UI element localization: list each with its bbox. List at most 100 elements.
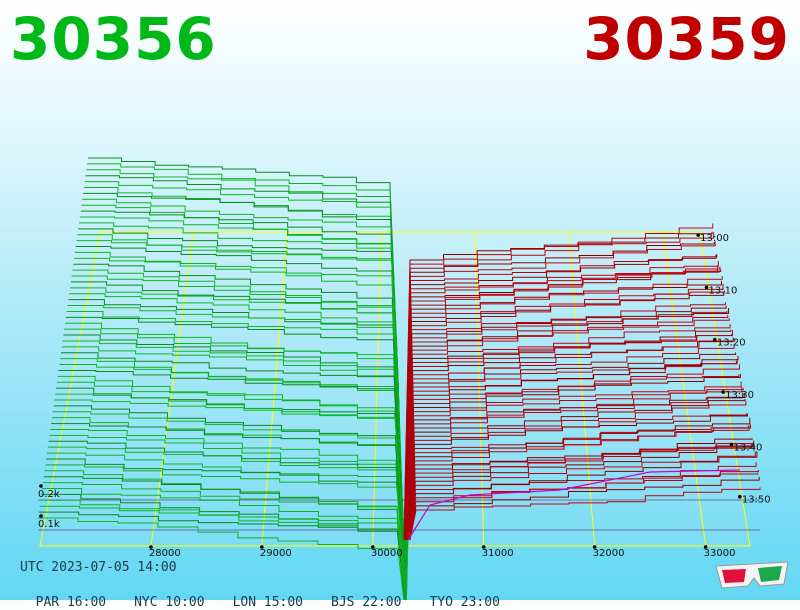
- zone-lon: LON 15:00: [232, 595, 304, 610]
- ask-depth-line: [404, 268, 722, 541]
- bid-depth-line: [64, 328, 405, 537]
- zone-nyc: NYC 10:00: [134, 595, 205, 610]
- z-tick-label: 13:20: [717, 338, 746, 349]
- bid-depth-line: [71, 275, 404, 537]
- bid-depth-line: [86, 169, 401, 537]
- x-tick-label: 29000: [260, 548, 292, 559]
- ask-depth-line: [407, 398, 746, 541]
- ask-depth-line: [404, 280, 722, 541]
- zone-par: PAR 16:00: [35, 595, 107, 610]
- bid-depth-line: [79, 216, 402, 537]
- y-tick-label: 0.1k: [38, 519, 60, 530]
- bid-depth-line: [40, 499, 409, 600]
- bid-depth-line: [85, 175, 401, 537]
- z-tick-dot: [713, 337, 717, 342]
- bid-depth-line: [56, 381, 406, 537]
- ask-depth-line: [407, 373, 741, 541]
- ask-depth-line: [405, 308, 730, 541]
- bid-depth-line: [78, 228, 403, 537]
- bid-depth-line: [65, 316, 405, 537]
- ask-depth-line: [406, 364, 741, 541]
- ask-depth-line: [406, 339, 736, 541]
- z-tick-dot: [704, 285, 709, 290]
- bid-depth-line: [51, 423, 407, 556]
- x-tick-label: 33000: [704, 548, 736, 559]
- z-tick-label: 13:50: [742, 495, 771, 506]
- 3d-glasses-icon[interactable]: [712, 558, 792, 592]
- ask-depth-line: [405, 318, 730, 541]
- ask-depth-line: [405, 315, 729, 541]
- ask-depth-line: [403, 254, 717, 541]
- bid-depth-line: [84, 181, 402, 537]
- x-tick-label: 28000: [149, 548, 181, 559]
- ask-price: 30359: [583, 5, 790, 73]
- ask-depth-line: [405, 324, 731, 541]
- ask-depth-line: [405, 333, 733, 541]
- x-gridline: [150, 231, 195, 547]
- x-tick-dot: [149, 545, 153, 549]
- bid-depth-line: [73, 263, 403, 537]
- x-tick-label: 32000: [593, 548, 625, 559]
- x-tick-dot: [592, 545, 597, 549]
- bid-depth-line: [74, 251, 403, 537]
- ask-depth-layer: [403, 223, 761, 541]
- bid-depth-line: [39, 505, 409, 600]
- x-tick-dot: [481, 545, 486, 549]
- bid-depth-line: [38, 517, 409, 600]
- z-tick-label: 13:30: [725, 390, 754, 401]
- bid-depth-line: [50, 428, 407, 560]
- bid-depth-line: [52, 411, 407, 548]
- bid-depth-line: [42, 487, 408, 599]
- bid-depth-line: [61, 346, 405, 537]
- bid-depth-line: [82, 198, 402, 537]
- z-tick-dot: [738, 494, 742, 499]
- ask-depth-line: [403, 241, 716, 541]
- axis-labels: 28000 29000 30000 31000 32000 33000 13:00 13:10…: [38, 233, 771, 559]
- bid-depth-line: [80, 210, 402, 537]
- ask-depth-line: [408, 438, 753, 541]
- bid-depth-line: [67, 305, 404, 537]
- bid-depth-line: [49, 434, 407, 563]
- ask-depth-line: [404, 261, 719, 541]
- bid-depth-line: [69, 287, 404, 537]
- x-gridline: [474, 231, 485, 547]
- x-tick-label: 31000: [482, 548, 514, 559]
- ask-depth-line: [403, 232, 715, 541]
- bid-depth-line: [78, 222, 402, 537]
- ask-depth-line: [407, 381, 742, 541]
- ask-depth-line: [403, 241, 715, 541]
- x-tick-label: 30000: [371, 548, 403, 559]
- ask-depth-line: [406, 355, 739, 541]
- ask-front-line: [407, 469, 741, 541]
- ask-depth-line: [407, 413, 748, 541]
- ask-depth-line: [405, 329, 732, 541]
- zone-tyo: TYO 23:00: [429, 595, 500, 610]
- bid-depth-line: [57, 375, 406, 537]
- bid-depth-line: [42, 482, 408, 595]
- z-tick-dot: [721, 390, 725, 394]
- ask-depth-line: [405, 302, 726, 541]
- bid-depth-line: [60, 352, 405, 537]
- ask-depth-line: [407, 401, 747, 541]
- z-tick-label: 13:00: [700, 233, 729, 244]
- bid-depth-line: [47, 446, 407, 571]
- y-tick-dot: [39, 484, 43, 488]
- bid-depth-line: [60, 358, 405, 537]
- y-tick-label: 0.2k: [38, 489, 60, 500]
- ask-depth-line: [408, 442, 754, 541]
- bid-depth-line: [43, 476, 408, 591]
- bid-depth-line: [69, 293, 404, 537]
- bid-depth-layer: [38, 157, 409, 600]
- bid-depth-line: [58, 369, 406, 537]
- x-tick-dot: [260, 545, 264, 549]
- bid-depth-line: [38, 511, 409, 600]
- ask-depth-line: [403, 223, 714, 541]
- z-tick-label: 13:10: [709, 285, 738, 296]
- bid-depth-line: [74, 257, 403, 537]
- zone-bjs: BJS 22:00: [331, 595, 402, 610]
- ask-depth-line: [408, 451, 756, 541]
- z-tick-label: 13:40: [734, 442, 763, 453]
- timezone-row: PAR 16:00 NYC 10:00 LON 15:00 BJS 22:00 TYO …: [20, 580, 528, 610]
- utc-time: UTC 2023-07-05 14:00: [20, 560, 177, 575]
